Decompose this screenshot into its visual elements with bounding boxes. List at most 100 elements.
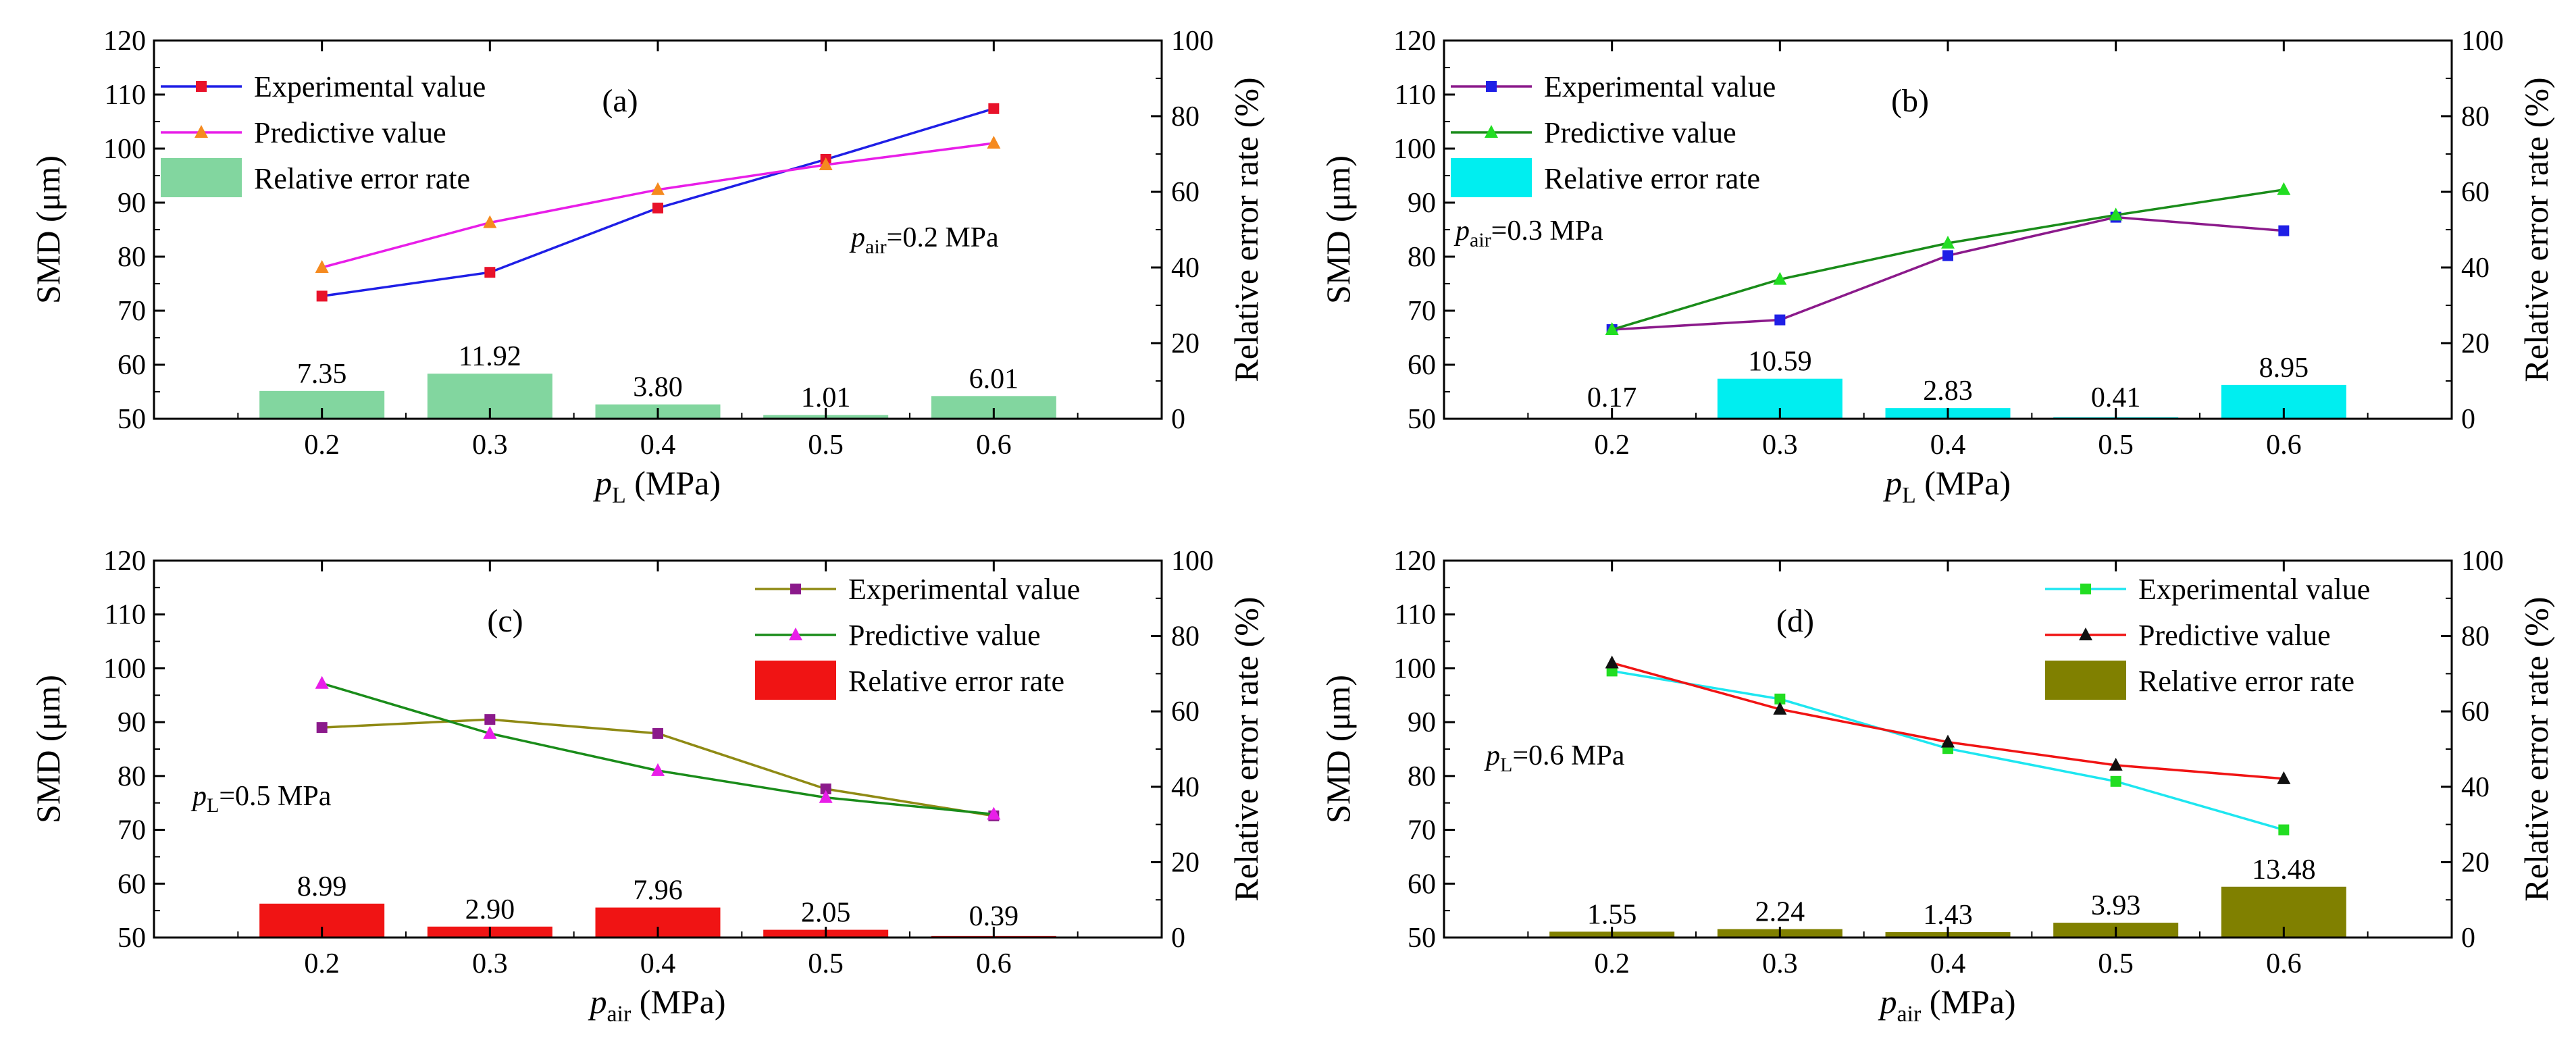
y-tick-label: 90 <box>1408 188 1436 219</box>
error-bar-label: 1.43 <box>1923 900 1973 931</box>
x-axis-unit: (MPa) <box>631 983 725 1021</box>
y-tick-label: 60 <box>1408 350 1436 381</box>
y-tick-label: 60 <box>1408 869 1436 900</box>
y-tick-label: 120 <box>103 546 146 577</box>
panel-d: 1.55 2.24 1.43 3.93 13.48 50 60 70 80 90 100 110 120… <box>1319 546 2555 1027</box>
y2-tick-label: 60 <box>1171 696 1200 727</box>
y2-tick-label: 0 <box>1171 404 1185 435</box>
x-tick-label: 0.3 <box>472 948 508 979</box>
y-tick-label: 120 <box>103 26 146 57</box>
legend-label: Relative error rate <box>2138 665 2354 698</box>
error-bar-label: 2.90 <box>465 894 515 925</box>
x-axis-unit: (MPa) <box>626 464 721 502</box>
y-tick-label: 50 <box>118 923 146 954</box>
predictive-point <box>1605 322 1619 335</box>
error-bar-label: 8.95 <box>2259 353 2309 384</box>
legend-label: Predictive value <box>2138 619 2331 652</box>
condition-annotation: pair=0.2 MPa <box>849 222 999 258</box>
experimental-point <box>652 203 663 213</box>
legend-marker <box>196 81 207 92</box>
y2-tick-label: 40 <box>1171 253 1200 284</box>
y-tick-label: 80 <box>118 242 146 273</box>
y-tick-label: 60 <box>118 350 146 381</box>
x-tick-label: 0.5 <box>2098 430 2134 461</box>
y-tick-label: 110 <box>1395 600 1436 631</box>
experimental-point <box>1774 314 1786 326</box>
x-axis-var: p <box>1878 983 1897 1021</box>
predictive-point <box>483 725 497 739</box>
predictive-point <box>2109 207 2123 221</box>
experimental-point <box>1942 250 1953 261</box>
predictive-point <box>315 675 329 689</box>
error-bar-label: 1.55 <box>1587 899 1637 930</box>
legend-bar-swatch <box>1451 158 1532 197</box>
y-tick-label: 70 <box>1408 815 1436 846</box>
y-tick-label: 110 <box>1395 80 1436 111</box>
legend-label: Predictive value <box>1544 116 1736 149</box>
x-tick-label: 0.3 <box>1762 948 1798 979</box>
x-tick-label: 0.2 <box>304 430 340 461</box>
legend-bar-swatch <box>161 158 242 197</box>
annotation-var: p <box>190 781 207 812</box>
legend-label: Experimental value <box>1544 70 1776 103</box>
x-tick-label: 0.5 <box>808 948 844 979</box>
legend-label: Relative error rate <box>254 162 470 195</box>
panel-c: 8.992.907.962.05 0.3950607080901001101200… <box>29 546 1265 1027</box>
predictive-point <box>1941 734 1955 748</box>
x-axis-title: pL (MPa) <box>1883 464 2011 508</box>
y-tick-label: 100 <box>103 134 146 165</box>
y-tick-label: 120 <box>1393 546 1436 577</box>
y2-tick-label: 20 <box>1171 847 1200 878</box>
predictive-point <box>315 260 329 273</box>
annotation-text: =0.2 MPa <box>887 222 999 253</box>
y-tick-label: 110 <box>105 600 146 631</box>
x-axis-sub: air <box>607 1002 632 1027</box>
x-tick-label: 0.2 <box>304 948 340 979</box>
experimental-point <box>484 267 496 278</box>
annotation-sub: L <box>207 794 219 817</box>
legend-marker <box>195 125 208 138</box>
y-axis-title: SMD (μm) <box>29 675 67 823</box>
x-tick-label: 0.4 <box>640 948 676 979</box>
x-axis-title: pair (MPa) <box>1878 983 2015 1027</box>
y-tick-label: 80 <box>1408 242 1436 273</box>
panel-label: (c) <box>487 603 523 639</box>
experimental-point <box>988 103 1000 114</box>
legend-label: Predictive value <box>254 116 446 149</box>
error-bar-label: 7.96 <box>633 875 683 906</box>
x-tick-label: 0.5 <box>2098 948 2134 979</box>
x-tick-label: 0.2 <box>1594 948 1630 979</box>
error-bar-label: 6.01 <box>969 363 1019 394</box>
predictive-point <box>2277 182 2291 195</box>
condition-annotation: pL=0.6 MPa <box>1484 740 1625 776</box>
x-axis-var: p <box>593 464 612 502</box>
y-tick-label: 90 <box>1408 707 1436 738</box>
y2-tick-label: 100 <box>1171 26 1214 57</box>
experimental-point <box>484 714 496 725</box>
y2-tick-label: 0 <box>1171 923 1185 954</box>
condition-annotation: pL=0.5 MPa <box>190 781 332 817</box>
y-tick-label: 70 <box>118 296 146 327</box>
error-bar-label: 8.99 <box>297 871 347 902</box>
error-bar-label: 7.35 <box>297 359 347 390</box>
y2-tick-label: 100 <box>1171 546 1214 577</box>
y2-tick-label: 100 <box>2461 546 2504 577</box>
y-tick-label: 100 <box>1393 653 1436 684</box>
x-tick-label: 0.6 <box>2266 430 2302 461</box>
error-bar-label: 2.24 <box>1755 897 1805 928</box>
experimental-point <box>1774 693 1786 704</box>
y2-tick-label: 80 <box>2461 621 2490 652</box>
y2-axis-title: Relative error rate (%) <box>1227 596 1265 901</box>
predictive-point <box>819 790 833 803</box>
y-tick-label: 100 <box>1393 134 1436 165</box>
annotation-sub: air <box>865 236 887 258</box>
annotation-text: =0.3 MPa <box>1491 215 1603 247</box>
predictive-point <box>483 215 497 228</box>
x-axis-sub: L <box>612 483 626 508</box>
y2-tick-label: 40 <box>2461 253 2490 284</box>
legend-label: Predictive value <box>848 619 1041 652</box>
y-tick-label: 70 <box>1408 296 1436 327</box>
annotation-text: =0.6 MPa <box>1512 740 1624 771</box>
